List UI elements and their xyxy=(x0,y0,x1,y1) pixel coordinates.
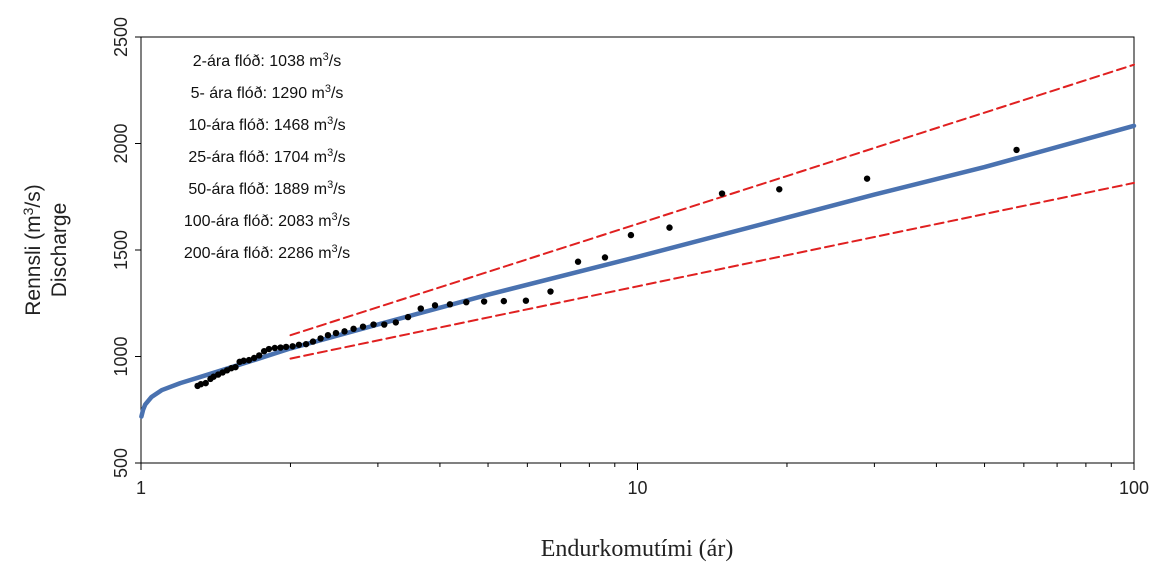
data-point xyxy=(392,319,400,326)
annotation-line: 100-ára flóð: 2083 m3/s xyxy=(184,211,350,230)
annotation-unit-tail: /s xyxy=(338,245,350,262)
annotation-label: 200-ára flóð: 2286 m xyxy=(184,245,332,262)
return-period-annotations: 2-ára flóð: 1038 m3/s5- ára flóð: 1290 m… xyxy=(184,51,350,262)
data-point xyxy=(547,288,554,295)
x-tick-label: 10 xyxy=(627,478,647,498)
y-tick-label: 2500 xyxy=(111,17,131,57)
y-axis-title-line2: Discharge xyxy=(48,203,71,298)
data-point xyxy=(271,344,279,352)
data-point xyxy=(350,325,357,333)
data-point xyxy=(446,301,454,308)
data-point xyxy=(417,305,424,312)
data-point xyxy=(480,298,488,305)
data-point xyxy=(776,186,783,193)
data-point xyxy=(1013,146,1020,154)
data-point xyxy=(240,357,247,364)
x-tick-label: 100 xyxy=(1119,478,1149,498)
data-point xyxy=(277,344,284,351)
annotation-unit-sup: 3 xyxy=(332,211,338,223)
points-layer xyxy=(194,146,1020,390)
annotation-unit-tail: /s xyxy=(331,85,343,102)
data-point xyxy=(332,329,340,337)
upper-confidence-line xyxy=(289,63,1135,337)
lower-confidence-line xyxy=(289,181,1135,360)
data-point xyxy=(666,224,673,231)
data-point xyxy=(260,347,268,355)
data-point xyxy=(232,363,239,371)
data-point xyxy=(289,343,296,350)
annotation-label: 10-ára flóð: 1468 m xyxy=(188,117,327,134)
data-point xyxy=(255,352,263,359)
annotation-label: 100-ára flóð: 2083 m xyxy=(184,213,332,230)
y-tick-label: 2000 xyxy=(111,123,131,163)
data-point xyxy=(404,313,412,321)
data-point xyxy=(341,328,348,335)
data-point xyxy=(601,254,609,261)
annotation-line: 10-ára flóð: 1468 m3/s xyxy=(188,115,345,134)
annotation-label: 50-ára flóð: 1889 m xyxy=(188,181,327,198)
data-point xyxy=(718,190,726,197)
data-point xyxy=(463,298,470,306)
annotation-label: 25-ára flóð: 1704 m xyxy=(188,149,327,166)
data-point xyxy=(627,231,635,239)
y-tick-label: 500 xyxy=(111,448,131,478)
data-point xyxy=(202,379,209,387)
annotation-unit-sup: 3 xyxy=(332,243,338,255)
data-point xyxy=(324,332,332,339)
annotation-line: 2-ára flóð: 1038 m3/s xyxy=(193,51,341,70)
annotation-unit-sup: 3 xyxy=(323,51,329,63)
data-point xyxy=(500,297,508,305)
data-point xyxy=(197,380,205,388)
annotation-unit-tail: /s xyxy=(333,181,345,198)
data-point xyxy=(863,175,871,182)
data-point xyxy=(370,321,377,328)
annotation-unit-sup: 3 xyxy=(325,83,331,95)
annotation-unit-sup: 3 xyxy=(327,115,333,127)
data-point xyxy=(574,258,582,265)
data-point xyxy=(265,345,273,353)
annotation-line: 50-ára flóð: 1889 m3/s xyxy=(188,179,345,198)
y-axis-title-line1: Rennsli (m3/s) xyxy=(20,184,45,315)
annotation-unit-sup: 3 xyxy=(327,147,333,159)
annotation-unit-tail: /s xyxy=(333,117,345,134)
y-tick-label: 1000 xyxy=(111,336,131,376)
data-point xyxy=(282,343,290,351)
annotation-unit-sup: 3 xyxy=(327,179,333,191)
annotation-line: 25-ára flóð: 1704 m3/s xyxy=(188,147,345,166)
annotation-label: 2-ára flóð: 1038 m xyxy=(193,53,323,70)
annotation-unit-tail: /s xyxy=(338,213,350,230)
y-tick-label: 1500 xyxy=(111,230,131,270)
annotation-unit-tail: /s xyxy=(329,53,341,70)
data-point xyxy=(359,323,367,330)
annotation-line: 5- ára flóð: 1290 m3/s xyxy=(191,83,344,102)
axis-tick-labels: 500 1000 1500 2000 2500 1 10 100 xyxy=(111,17,1149,498)
annotation-unit-tail: /s xyxy=(333,149,345,166)
y-axis-title: Rennsli (m3/s) Discharge xyxy=(20,184,71,315)
data-point xyxy=(431,302,439,309)
plot-area xyxy=(140,36,1135,464)
data-point xyxy=(317,335,324,342)
annotation-label: 5- ára flóð: 1290 m xyxy=(191,85,325,102)
x-tick-label: 1 xyxy=(136,478,146,498)
annotation-line: 200-ára flóð: 2286 m3/s xyxy=(184,243,350,262)
data-point xyxy=(245,356,253,364)
data-point xyxy=(250,354,258,362)
data-point xyxy=(381,321,388,328)
axis-ticks xyxy=(135,36,1135,470)
data-point xyxy=(302,340,310,348)
data-point xyxy=(522,297,530,304)
x-axis-title: Endurkomutími (ár) xyxy=(541,536,734,562)
data-point xyxy=(309,338,317,345)
data-point xyxy=(295,341,303,348)
